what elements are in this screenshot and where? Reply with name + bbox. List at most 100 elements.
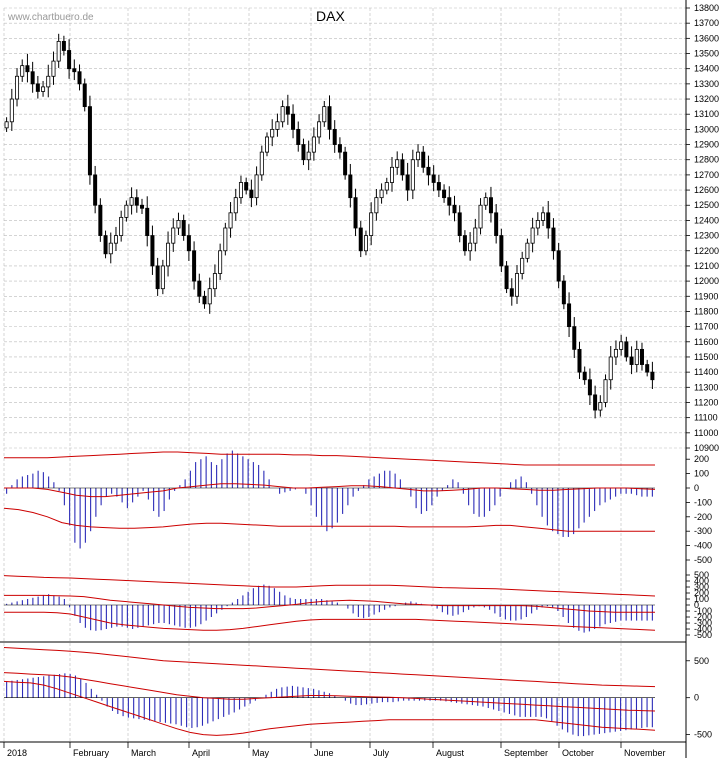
price-tick-label: 12900 <box>694 140 719 150</box>
candle-body <box>426 166 431 176</box>
candle-body <box>645 364 650 373</box>
candle-body <box>41 86 46 92</box>
candle-body <box>462 235 467 252</box>
candle-body <box>525 242 530 259</box>
price-tick-label: 12100 <box>694 261 719 271</box>
price-tick-label: 13100 <box>694 109 719 119</box>
month-label: June <box>314 748 334 758</box>
candle-body <box>46 75 51 88</box>
band-line-lower <box>3 680 656 736</box>
candle-body <box>483 197 488 206</box>
month-label: 2018 <box>7 748 27 758</box>
indicator-panel <box>3 575 656 633</box>
candle-body <box>509 288 514 297</box>
candle-body <box>280 106 285 123</box>
candle-body <box>150 235 155 267</box>
indicator-tick-label: -500 <box>694 730 712 740</box>
price-tick-label: 12000 <box>694 276 719 286</box>
price-tick-label: 12300 <box>694 231 719 241</box>
candle-body <box>421 151 426 168</box>
candle-body <box>358 227 363 252</box>
indicator-tick-label: 500 <box>694 570 709 580</box>
candle-body <box>228 212 233 229</box>
candle-body <box>306 151 311 161</box>
candle-body <box>410 159 415 191</box>
candle-body <box>254 174 259 199</box>
candle-body <box>296 128 301 145</box>
candle-body <box>431 174 436 183</box>
month-label: September <box>504 748 548 758</box>
indicator-tick-label: -200 <box>694 612 712 622</box>
price-tick-label: 12200 <box>694 246 719 256</box>
candle-body <box>374 197 379 214</box>
candle-body <box>541 212 546 221</box>
candle-body <box>119 216 124 236</box>
candle-body <box>275 121 280 130</box>
indicator-tick-label: 200 <box>694 454 709 464</box>
candle-body <box>530 227 535 244</box>
candle-body <box>140 204 145 209</box>
candle-body <box>337 144 342 153</box>
candle-body <box>473 227 478 244</box>
candle-body <box>51 60 56 77</box>
candle-body <box>317 121 322 138</box>
indicator-tick-label: 200 <box>694 588 709 598</box>
indicator-tick-label: -400 <box>694 541 712 551</box>
candle-body <box>166 242 171 267</box>
candle-body <box>551 227 556 252</box>
band-line-upper <box>3 647 656 688</box>
candle-body <box>176 220 181 229</box>
indicator-tick-label: 300 <box>694 582 709 592</box>
candle-body <box>567 303 572 328</box>
candle-body <box>577 348 582 373</box>
candle-body <box>587 379 592 396</box>
price-tick-label: 10900 <box>694 443 719 453</box>
candle-body <box>395 159 400 168</box>
candle-body <box>259 151 264 176</box>
month-label: November <box>624 748 666 758</box>
indicator-tick-label: 100 <box>694 469 709 479</box>
price-tick-label: 13000 <box>694 124 719 134</box>
indicator-tick-label: -100 <box>694 606 712 616</box>
price-tick-label: 11400 <box>694 367 718 377</box>
price-tick-label: 11800 <box>694 306 718 316</box>
candle-body <box>619 341 624 350</box>
candle-body <box>504 265 509 290</box>
candle-body <box>56 40 61 62</box>
candle-body <box>520 257 525 274</box>
candle-body <box>494 212 499 236</box>
candle-body <box>4 121 9 129</box>
month-label: May <box>252 748 270 758</box>
candle-body <box>348 174 353 199</box>
candle-body <box>447 197 452 206</box>
price-tick-label: 12500 <box>694 200 719 210</box>
indicator-tick-label: 100 <box>694 594 709 604</box>
month-label: April <box>192 748 210 758</box>
price-tick-label: 13200 <box>694 94 719 104</box>
candle-body <box>556 250 561 282</box>
indicator-panel <box>3 647 656 737</box>
candle-body <box>218 250 223 274</box>
candle-body <box>598 402 603 411</box>
price-tick-label: 11900 <box>694 291 718 301</box>
candle-body <box>650 371 655 381</box>
indicator-tick-label: -200 <box>694 512 712 522</box>
band-line-upper <box>3 575 656 597</box>
candle-body <box>35 83 40 92</box>
band-line-lower <box>3 507 655 532</box>
candle-body <box>311 136 316 153</box>
candle-body <box>15 75 20 100</box>
candle-body <box>546 212 551 229</box>
candle-body <box>468 242 473 252</box>
candle-body <box>265 136 270 153</box>
candle-body <box>535 220 540 229</box>
candle-body <box>593 394 598 411</box>
candle-body <box>457 212 462 236</box>
band-line-mid <box>4 594 655 613</box>
candle-body <box>25 65 30 73</box>
candle-body <box>197 280 202 297</box>
price-tick-label: 11500 <box>694 352 718 362</box>
chart-title: DAX <box>316 8 345 24</box>
month-label: October <box>562 748 594 758</box>
